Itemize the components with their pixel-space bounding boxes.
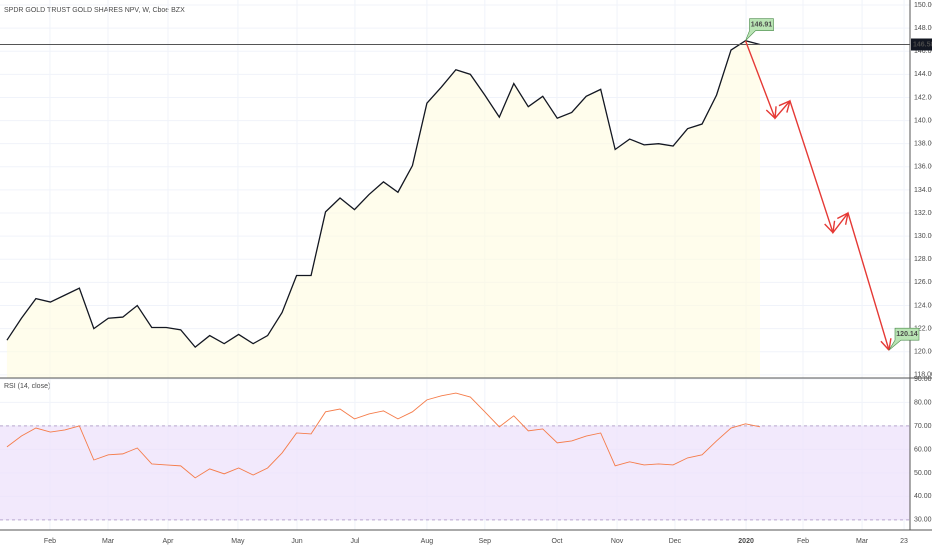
arrow-head [765, 109, 776, 119]
y-tick-label: 146.00 [914, 48, 932, 55]
x-tick-label: Oct [552, 538, 563, 545]
y-tick-label: 132.00 [914, 210, 932, 217]
x-tick-label: May [231, 538, 245, 545]
x-tick-label: 2020 [738, 538, 754, 545]
last-price-box [911, 38, 932, 51]
arrow-head [832, 220, 836, 233]
callout-label: 120.14 [896, 331, 918, 338]
y-tick-label: 50.00 [914, 470, 932, 477]
y-tick-label: 148.00 [914, 25, 932, 32]
y-tick-label: 40.00 [914, 493, 932, 500]
y-tick-label: 150.00 [914, 2, 932, 9]
y-tick-label: 144.00 [914, 71, 932, 78]
callout-label: 146.91 [751, 22, 773, 29]
x-tick-label: Nov [611, 538, 624, 545]
x-tick-label: Dec [669, 538, 682, 545]
arrow-head [880, 340, 890, 351]
y-tick-label: 118.00 [914, 372, 932, 379]
y-tick-label: 126.00 [914, 279, 932, 286]
last-price-label: 146.58 [913, 41, 932, 48]
line [6, 39, 761, 349]
callout-box [888, 327, 920, 351]
x-tick-label: Feb [797, 538, 809, 545]
y-tick-label: 30.00 [914, 517, 932, 524]
y-tick-label: 142.00 [914, 94, 932, 101]
y-tick-label: 60.00 [914, 446, 932, 453]
arrow-head [786, 100, 791, 113]
arrow-head [778, 100, 791, 107]
y-tick-label: 140.00 [914, 117, 932, 124]
x-tick-label: Mar [102, 538, 115, 545]
area [6, 40, 760, 378]
y-tick-label: 70.00 [914, 423, 932, 430]
x-tick-label: Jun [291, 538, 302, 545]
x-tick-label: Aug [421, 538, 434, 545]
callout-box [745, 18, 774, 41]
y-tick-label: 138.00 [914, 141, 932, 148]
arrow-head [836, 212, 849, 220]
y-tick-label: 122.00 [914, 325, 932, 332]
arrow-head [888, 338, 892, 351]
x-tick-label: Jul [350, 538, 359, 545]
rsi-title: RSI (14, close) [4, 383, 50, 390]
arrow-head [844, 212, 849, 225]
y-tick-label: 130.00 [914, 233, 932, 240]
y-tick-label: 90.00 [914, 376, 932, 383]
chart-title: SPDR GOLD TRUST GOLD SHARES NPV, W, Cboe… [4, 7, 185, 14]
x-tick-label: Apr [163, 538, 175, 545]
arrow-head [824, 223, 834, 234]
y-tick-label: 128.00 [914, 256, 932, 263]
drawn-arrow [744, 40, 890, 351]
y-tick-label: 124.00 [914, 302, 932, 309]
y-tick-label: 80.00 [914, 399, 932, 406]
x-tick-label: Sep [479, 538, 492, 545]
y-tick-label: 136.00 [914, 164, 932, 171]
rsi-band [0, 425, 910, 520]
line [6, 392, 761, 479]
x-tick-label: Mar [856, 538, 869, 545]
y-tick-label: 134.00 [914, 187, 932, 194]
y-tick-label: 120.00 [914, 349, 932, 356]
x-tick-label: 23 [900, 538, 908, 545]
arrow-head [774, 106, 777, 119]
x-tick-label: Feb [44, 538, 56, 545]
